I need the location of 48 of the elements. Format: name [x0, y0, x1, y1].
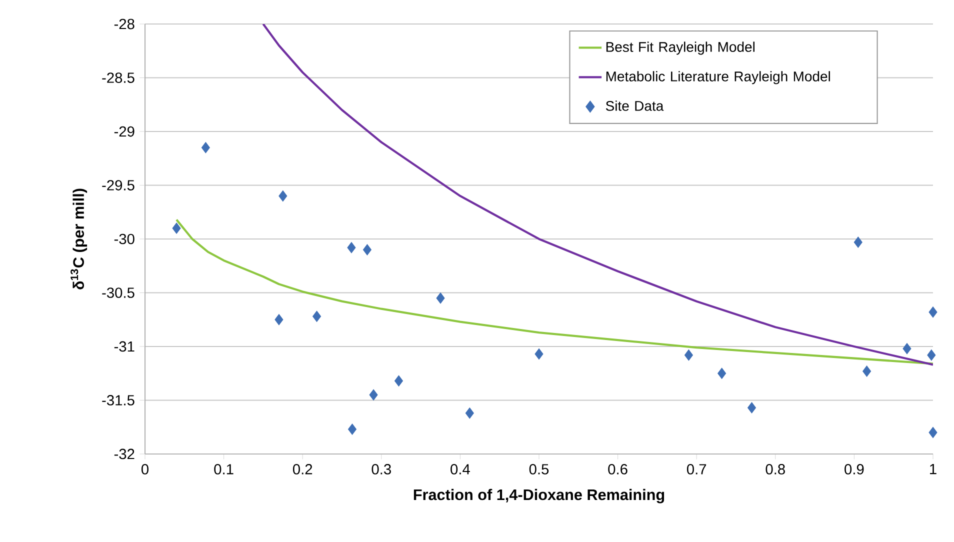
x-tick-label: 0.1 [214, 464, 234, 474]
point [684, 349, 693, 361]
x-tick-label: 0.3 [372, 464, 391, 474]
x-tick-label: 0.5 [529, 464, 549, 474]
y-tick-label: -29.5 [102, 180, 134, 190]
y-tick-label: -30 [114, 234, 134, 244]
point [172, 222, 181, 234]
x-tick-label: 0.8 [766, 464, 785, 474]
x-axis-title: Fraction of 1,4-Dioxane Remaining [414, 488, 664, 504]
point [928, 306, 938, 318]
point [348, 424, 357, 435]
point [928, 426, 938, 438]
point [201, 142, 210, 154]
x-tick-label: 0.9 [844, 464, 864, 474]
y-axis-title: δ$^{13}$C (per mill) [70, 188, 88, 290]
point [747, 402, 756, 414]
point [902, 343, 912, 354]
x-tick-label: 1 [930, 464, 936, 474]
point [394, 375, 404, 386]
point [278, 190, 288, 202]
x-tick-label: 0.7 [686, 464, 706, 474]
point [436, 292, 445, 304]
point [718, 368, 726, 379]
point [465, 408, 474, 419]
point [274, 314, 284, 326]
legend-label: Site Data [606, 100, 664, 111]
line-series [262, 24, 933, 366]
point [362, 244, 372, 256]
point [927, 349, 936, 361]
point [312, 310, 322, 322]
legend-label: Best Fit Rayleigh Model [606, 42, 754, 55]
x-tick-label: 0.6 [608, 464, 628, 474]
y-tick-label: -29 [114, 126, 134, 137]
y-tick-label: -31.5 [102, 395, 134, 406]
x-tick-label: 0 [141, 464, 148, 474]
x-tick-label: 0.2 [292, 464, 312, 474]
y-tick-label: -30.5 [102, 288, 134, 298]
point [534, 348, 544, 360]
y-tick-label: -28 [114, 18, 134, 30]
point [347, 242, 356, 254]
x-tick-label: 0.4 [450, 464, 470, 474]
point [862, 366, 872, 377]
legend-label: Metabolic Literature Rayleigh Model [606, 71, 830, 84]
point [369, 389, 378, 400]
y-tick-label: -28.5 [102, 72, 134, 83]
point [854, 236, 862, 248]
y-tick-label: -32 [114, 448, 134, 460]
y-tick-label: -31 [114, 341, 134, 352]
